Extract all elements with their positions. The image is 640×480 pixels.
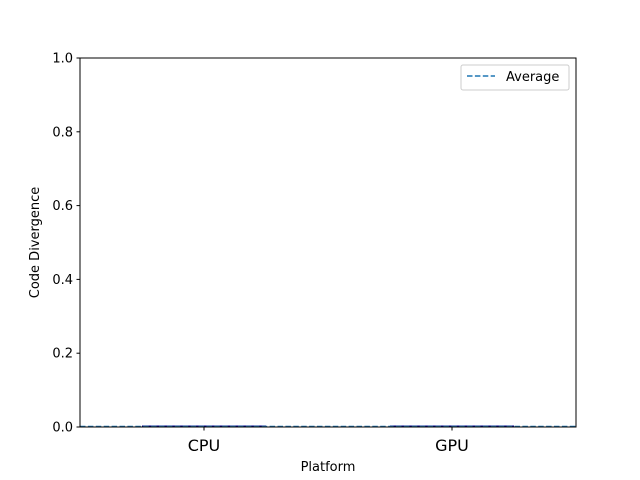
plot-frame: [79, 57, 577, 428]
legend: Average: [460, 64, 570, 91]
y-axis: 0.0 0.2 0.4 0.6 0.8 1.0: [52, 52, 80, 436]
y-tick-label: 0.4: [52, 273, 73, 288]
y-tick-label: 0.6: [52, 199, 73, 214]
x-tick-label: CPU: [188, 436, 221, 455]
y-axis-label: Code Divergence: [28, 187, 43, 298]
x-tick-label: GPU: [435, 436, 469, 455]
x-axis-label: Platform: [301, 460, 356, 475]
legend-box: [460, 64, 570, 91]
y-tick-label: 0.8: [52, 125, 73, 140]
legend-average-label: Average: [506, 70, 559, 85]
y-tick-label: 0.2: [52, 347, 73, 362]
x-axis: CPU GPU: [188, 427, 469, 455]
y-tick-label: 1.0: [52, 52, 73, 67]
y-tick-label: 0.0: [52, 421, 73, 436]
